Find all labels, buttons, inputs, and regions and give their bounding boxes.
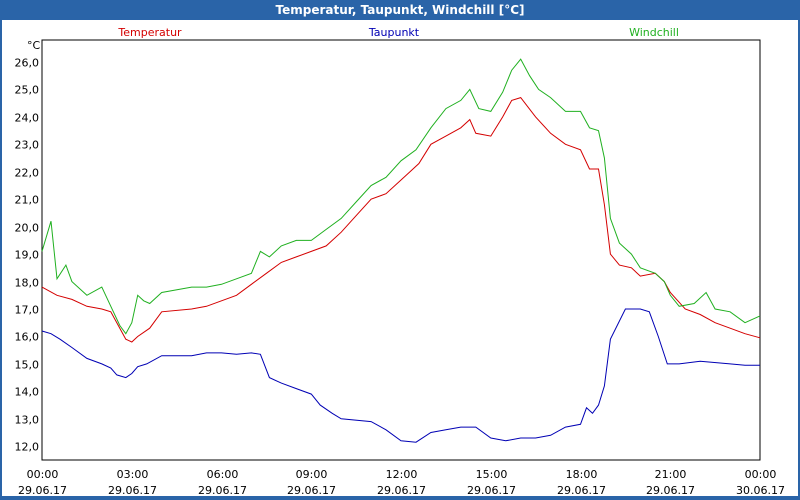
legend-temperatur: Temperatur: [117, 26, 182, 39]
axes: [41, 39, 761, 461]
x-tick-date: 29.06.17: [557, 484, 606, 496]
x-tick-date: 29.06.17: [18, 484, 67, 496]
y-tick-label: 13,0: [15, 414, 40, 427]
x-tick-time: 06:00: [207, 468, 239, 481]
y-tick-label: 14,0: [15, 386, 40, 399]
x-tick-time: 21:00: [655, 468, 687, 481]
x-tick-date: 29.06.17: [287, 484, 336, 496]
x-tick-date: 29.06.17: [377, 484, 426, 496]
legend-taupunkt: Taupunkt: [368, 26, 420, 39]
y-tick-label: 15,0: [15, 359, 40, 372]
y-tick-label: 12,0: [15, 441, 40, 454]
x-tick-date: 29.06.17: [467, 484, 516, 496]
y-tick-label: 21,0: [15, 194, 40, 207]
x-tick-date: 29.06.17: [198, 484, 247, 496]
series-lines: [41, 58, 761, 443]
x-tick-time: 00:00: [745, 468, 777, 481]
window-title: Temperatur, Taupunkt, Windchill [°C]: [0, 0, 800, 20]
legend-windchill: Windchill: [629, 26, 679, 39]
y-tick-label: 23,0: [15, 139, 40, 152]
x-tick-time: 00:00: [27, 468, 59, 481]
y-tick-label: 18,0: [15, 277, 40, 290]
x-tick-time: 18:00: [566, 468, 598, 481]
y-tick-label: 20,0: [15, 222, 40, 235]
series-line-windchill: [41, 58, 761, 335]
plot-frame: [41, 39, 761, 461]
y-tick-label: 24,0: [15, 112, 40, 125]
line-chart: 12,0 13,0 14,0 15,0 16,0 17,0 18,0 19,0 20,0 21,0…: [15, 26, 785, 497]
y-tick-label: 19,0: [15, 249, 40, 262]
axis-labels: 12,0 13,0 14,0 15,0 16,0 17,0 18,0 19,0 20,0 21,0…: [15, 26, 785, 497]
x-tick-time: 03:00: [117, 468, 149, 481]
y-tick-label: 22,0: [15, 167, 40, 180]
y-tick-label: 25,0: [15, 84, 40, 97]
y-axis-label: °C: [27, 39, 41, 52]
series-line-taupunkt: [41, 308, 760, 443]
chart-area: 12,0 13,0 14,0 15,0 16,0 17,0 18,0 19,0 20,0 21,0…: [0, 20, 800, 500]
x-tick-time: 15:00: [476, 468, 508, 481]
x-tick-time: 12:00: [386, 468, 418, 481]
y-tick-label: 26,0: [15, 57, 40, 70]
y-tick-label: 16,0: [15, 331, 40, 344]
series-line-temperatur: [41, 97, 761, 343]
x-tick-time: 09:00: [296, 468, 328, 481]
x-tick-date: 29.06.17: [646, 484, 695, 496]
x-tick-date: 29.06.17: [108, 484, 157, 496]
x-tick-date: 30.06.17: [736, 484, 785, 496]
y-tick-label: 17,0: [15, 304, 40, 317]
